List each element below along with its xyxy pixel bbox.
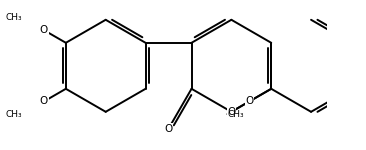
Text: O: O [40,96,48,106]
Text: O: O [40,25,48,35]
Text: O: O [164,124,173,134]
Text: CH₃: CH₃ [5,110,22,119]
Text: CH₃: CH₃ [5,13,22,22]
Text: O: O [227,107,235,117]
Text: O: O [245,96,253,106]
Text: CH₃: CH₃ [227,110,244,119]
